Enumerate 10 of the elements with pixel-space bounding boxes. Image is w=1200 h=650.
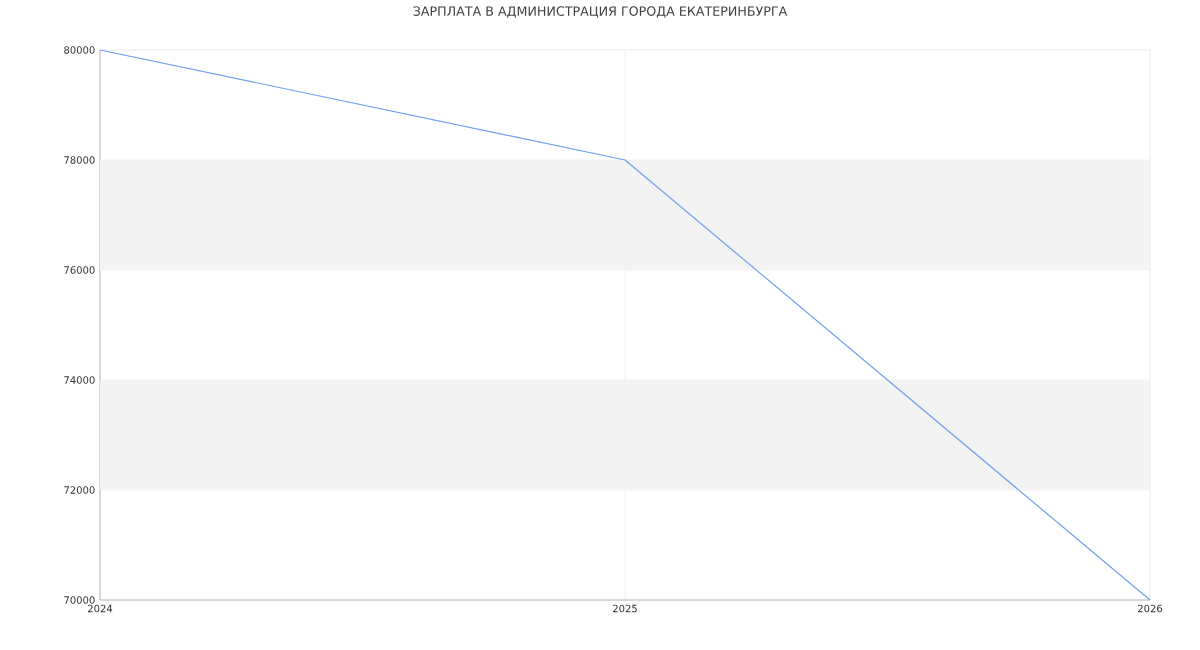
y-tick-label: 80000 (64, 46, 95, 54)
y-tick-label: 76000 (64, 266, 95, 274)
y-tick-label: 78000 (64, 156, 95, 164)
x-tick-label: 2024 (88, 604, 113, 613)
y-tick-label: 72000 (64, 486, 95, 494)
x-tick-label: 2026 (1138, 604, 1163, 613)
x-tick-label: 2025 (613, 604, 637, 613)
chart-title: ЗАРПЛАТА В АДМИНИСТРАЦИЯ ГОРОДА ЕКАТЕРИНБУРГА (413, 6, 788, 18)
y-tick-label: 74000 (64, 376, 95, 384)
y-tick-label: 70000 (64, 596, 95, 604)
